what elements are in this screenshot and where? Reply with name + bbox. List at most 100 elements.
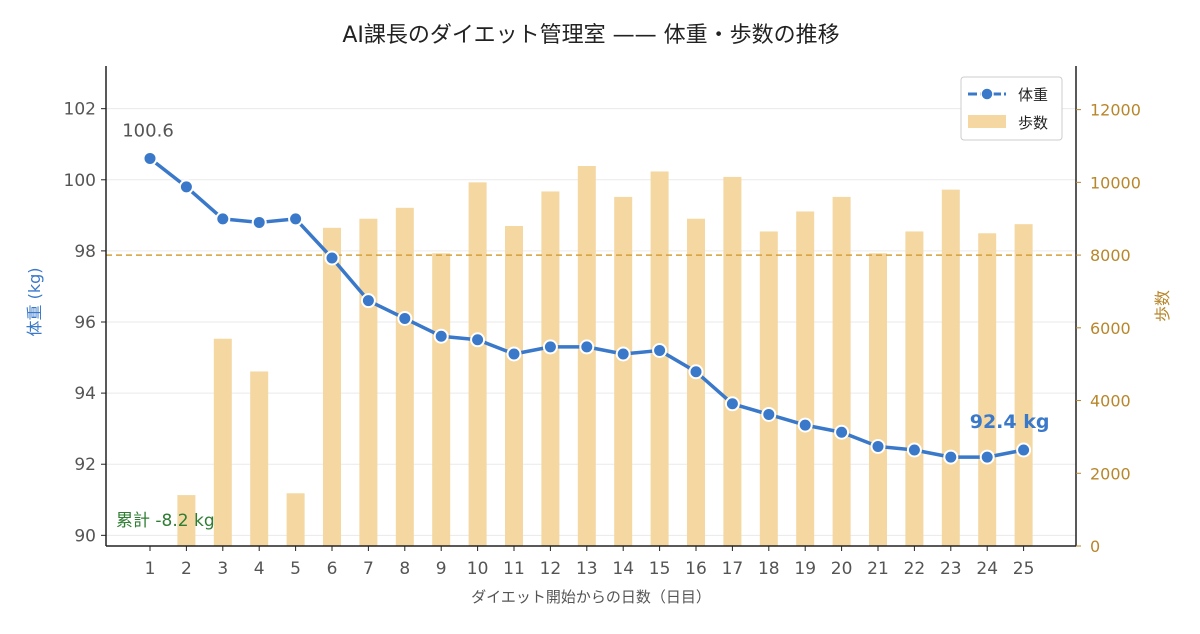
steps-bar <box>723 176 742 546</box>
x-tick-label: 23 <box>940 559 962 579</box>
y-left-tick-label: 98 <box>74 242 96 262</box>
steps-bar <box>505 226 523 546</box>
steps-bar <box>177 495 196 546</box>
y-axis-label-left: 体重 (kg) <box>25 268 44 337</box>
x-tick-label: 22 <box>904 559 926 579</box>
x-tick-label: 14 <box>612 559 634 579</box>
weight-point <box>178 179 194 195</box>
axis-ticks: 9092949698100102020004000600080001000012… <box>64 100 1141 579</box>
weight-point <box>979 449 995 465</box>
steps-bar <box>395 207 414 546</box>
steps-bar <box>468 182 487 546</box>
x-tick-label: 20 <box>831 559 853 579</box>
y-left-tick-label: 94 <box>74 384 96 404</box>
steps-bar <box>759 231 778 547</box>
steps-bar <box>359 218 378 546</box>
start-value-label: 100.6 <box>122 120 174 141</box>
x-tick-label: 10 <box>467 559 489 579</box>
steps-bar <box>250 371 269 546</box>
weight-point <box>652 342 668 358</box>
end-value-label: 92.4 kg <box>970 411 1050 433</box>
weight-point <box>579 339 595 355</box>
steps-bar <box>832 196 851 546</box>
weight-point <box>470 332 486 348</box>
y-axis-label-right: 歩数 <box>1153 290 1172 322</box>
steps-bar <box>869 253 887 547</box>
y-left-tick-label: 102 <box>64 100 96 120</box>
steps-bars <box>177 166 1033 547</box>
steps-bar <box>978 233 997 547</box>
y-right-tick-label: 6000 <box>1090 319 1131 338</box>
steps-bar <box>614 196 633 546</box>
x-tick-label: 3 <box>217 559 228 579</box>
y-right-tick-label: 0 <box>1090 537 1100 556</box>
weight-point <box>142 150 158 166</box>
steps-bar <box>650 171 669 547</box>
x-tick-label: 4 <box>254 559 265 579</box>
legend-weight-label: 体重 <box>1018 86 1048 104</box>
steps-bar <box>323 227 341 546</box>
weight-point <box>870 438 886 454</box>
legend-marker-swatch <box>980 87 994 101</box>
weight-point <box>761 406 777 422</box>
y-right-tick-label: 10000 <box>1090 173 1141 192</box>
x-axis-label: ダイエット開始からの日数（日目） <box>471 588 711 606</box>
steps-bar <box>687 218 705 546</box>
x-tick-label: 5 <box>290 559 301 579</box>
legend: 体重 歩数 <box>960 76 1063 141</box>
x-tick-label: 21 <box>867 559 889 579</box>
legend-steps-label: 歩数 <box>1018 114 1048 132</box>
x-tick-label: 13 <box>576 559 598 579</box>
y-left-tick-label: 90 <box>74 526 96 546</box>
x-tick-label: 9 <box>436 559 447 579</box>
weight-point <box>360 293 376 309</box>
weight-point <box>688 364 704 380</box>
x-tick-label: 2 <box>181 559 192 579</box>
legend-bar-swatch <box>968 115 1006 128</box>
weight-point <box>433 328 449 344</box>
steps-bar <box>541 191 560 547</box>
weight-point <box>542 339 558 355</box>
x-tick-label: 16 <box>685 559 707 579</box>
y-left-tick-label: 92 <box>74 455 96 475</box>
x-tick-label: 12 <box>540 559 562 579</box>
weight-point <box>724 396 740 412</box>
y-right-tick-label: 2000 <box>1090 464 1131 483</box>
steps-bar <box>796 211 815 547</box>
chart-title: AI課長のダイエット管理室 —— 体重・歩数の推移 <box>342 23 839 48</box>
steps-bar <box>432 253 451 547</box>
steps-bar <box>286 493 305 546</box>
x-tick-label: 7 <box>363 559 374 579</box>
x-tick-label: 25 <box>1013 559 1035 579</box>
x-tick-label: 15 <box>649 559 671 579</box>
cumulative-change-label: 累計 -8.2 kg <box>116 511 215 531</box>
x-tick-label: 6 <box>327 559 338 579</box>
x-tick-label: 1 <box>145 559 156 579</box>
weight-point <box>251 214 267 230</box>
weight-point <box>397 310 413 326</box>
x-tick-label: 18 <box>758 559 780 579</box>
y-left-tick-label: 100 <box>64 171 96 191</box>
weight-point <box>615 346 631 362</box>
weight-point <box>215 211 231 227</box>
steps-bar <box>905 231 924 547</box>
y-left-tick-label: 96 <box>74 313 96 333</box>
weight-line-series <box>142 150 1032 465</box>
x-tick-label: 11 <box>503 559 525 579</box>
x-tick-label: 24 <box>976 559 998 579</box>
y-right-tick-label: 12000 <box>1090 101 1141 120</box>
weight-point <box>1016 442 1032 458</box>
steps-bar <box>1014 224 1033 546</box>
weight-point <box>943 449 959 465</box>
steps-bar <box>941 189 960 547</box>
weight-point <box>834 424 850 440</box>
x-tick-label: 17 <box>722 559 744 579</box>
weight-point <box>506 346 522 362</box>
y-right-tick-label: 4000 <box>1090 392 1131 411</box>
steps-bar <box>213 338 232 546</box>
weight-point <box>288 211 304 227</box>
weight-point <box>324 250 340 266</box>
weight-point <box>906 442 922 458</box>
